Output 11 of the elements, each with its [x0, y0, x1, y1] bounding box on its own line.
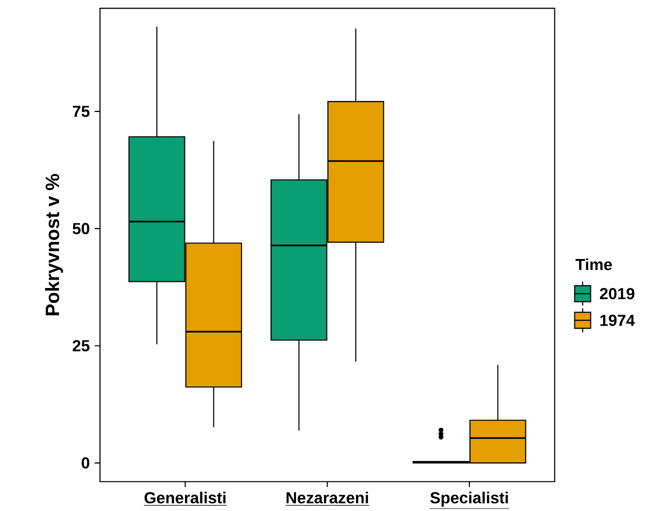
- y-tick-label: 25: [72, 340, 90, 352]
- x-tick-label: Specialisti: [430, 492, 508, 507]
- legend-label: 1974: [600, 314, 635, 326]
- x-tick-label: Nezarazeni: [286, 492, 368, 504]
- legend-label: 2019: [600, 288, 634, 300]
- y-tick-label: 50: [72, 222, 90, 234]
- legend-title: Time: [576, 258, 612, 270]
- x-tick-label: Generalisti: [144, 492, 226, 504]
- y-tick-label: 75: [72, 106, 90, 117]
- y-tick-label: 0: [82, 457, 90, 469]
- y-axis-title: Pokryvnost v %: [45, 174, 64, 316]
